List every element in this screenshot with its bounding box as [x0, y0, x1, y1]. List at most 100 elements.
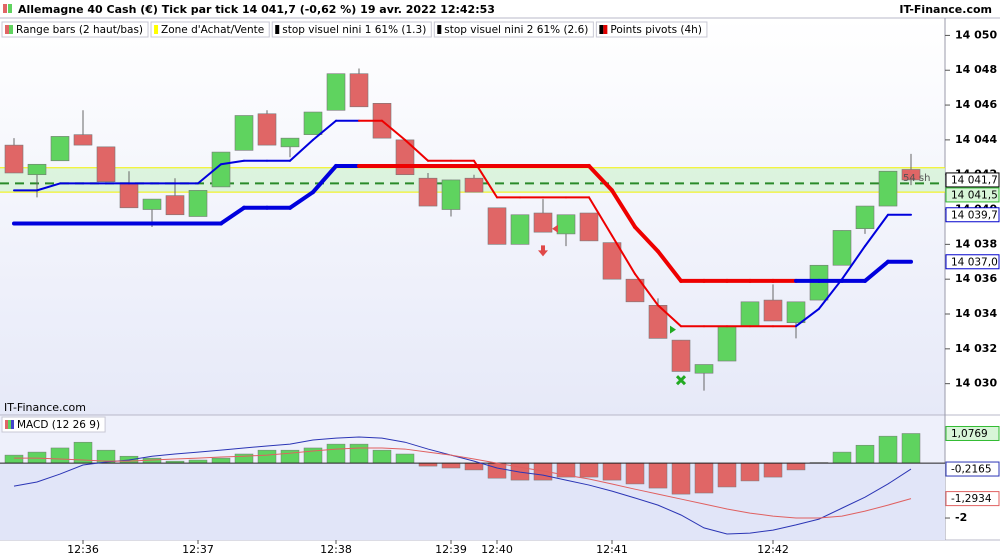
histogram-bar	[832, 451, 852, 464]
histogram-bar	[234, 453, 254, 464]
histogram-bar	[487, 462, 507, 479]
stop-line	[588, 196, 613, 237]
price-label-box	[945, 172, 1000, 188]
title-icon	[8, 4, 12, 13]
stop-line	[312, 119, 337, 141]
candle-body	[740, 301, 760, 327]
price-label-box	[945, 491, 1000, 507]
legend-label: stop visuel nini 1 61% (1.3)	[282, 24, 426, 36]
legend-box	[150, 21, 270, 38]
candle-body	[786, 301, 806, 324]
legend-box	[595, 21, 708, 38]
price-label-box	[945, 461, 1000, 477]
legend-label: Zone d'Achat/Vente	[161, 24, 264, 36]
histogram-bar	[717, 462, 737, 488]
x-tick-label: 12:38	[320, 543, 352, 556]
title-icon	[3, 4, 7, 13]
y-tick-label: 14 050	[955, 28, 997, 41]
legend-item: stop visuel nini 2 61% (2.6)	[433, 21, 594, 38]
histogram-bar	[257, 449, 277, 464]
candle-body	[579, 212, 599, 242]
candle-body	[50, 136, 70, 162]
candle-body	[96, 146, 116, 182]
histogram-bar	[326, 443, 346, 464]
candle-body	[763, 299, 783, 322]
histogram-bar	[349, 443, 369, 464]
y-tick-label: 14 046	[955, 98, 997, 111]
stop-line	[656, 249, 683, 283]
candle-body	[717, 325, 737, 362]
legend-icon	[154, 25, 159, 34]
candle-body	[418, 177, 438, 207]
y-tick-label: -2	[955, 511, 967, 524]
stop-line	[657, 304, 682, 328]
panel-title-icon	[11, 420, 14, 429]
candle-body	[671, 339, 691, 372]
histogram-bar	[50, 447, 70, 464]
histogram-bar	[740, 462, 760, 482]
stop-line	[36, 182, 61, 192]
price-label: 1,0769	[951, 428, 988, 440]
histogram-bar	[27, 451, 47, 464]
histogram-bar	[211, 457, 231, 464]
stop-line	[818, 278, 843, 310]
histogram-bar	[786, 462, 806, 471]
histogram-bar	[441, 462, 461, 469]
stop-line	[381, 119, 406, 141]
candle-body	[234, 115, 254, 151]
price-label-box	[945, 425, 1000, 441]
histogram-bar	[671, 462, 691, 495]
candle-body	[510, 214, 530, 245]
histogram-bar	[372, 449, 392, 464]
candle-body	[211, 151, 231, 188]
candle-body	[142, 198, 162, 210]
stop-line	[611, 234, 636, 275]
macd-line	[13, 436, 912, 535]
x-tick-label: 12:42	[757, 543, 789, 556]
legend-label: Range bars (2 haut/bas)	[16, 24, 143, 36]
source: IT-Finance.com	[899, 3, 992, 16]
stop-line	[288, 190, 315, 210]
price-label-box	[945, 187, 1000, 203]
candle-body	[441, 179, 461, 210]
candle-body	[188, 190, 208, 217]
stop-line	[864, 213, 889, 248]
histogram-bar	[763, 462, 783, 478]
histogram-bar	[602, 462, 622, 481]
stop-line	[219, 205, 246, 226]
candle-body	[487, 207, 507, 245]
legend-icon	[599, 25, 604, 34]
price-label: 14 041,7	[951, 174, 998, 186]
price-label: -1,2934	[951, 493, 992, 505]
legend-box	[433, 21, 594, 38]
panel-title-box	[1, 416, 106, 433]
candle-body	[901, 169, 921, 181]
histogram-bar	[878, 435, 898, 464]
legend-icon	[9, 25, 13, 34]
y-tick-label: 14 048	[955, 63, 997, 76]
y-tick-label: 14 044	[955, 133, 997, 146]
stop-line	[863, 259, 890, 283]
price-label: 14 039,7	[951, 209, 998, 221]
legend-item: stop visuel nini 1 61% (1.3)	[271, 21, 432, 38]
stop-line	[610, 188, 637, 229]
x-tick-label: 12:41	[596, 543, 628, 556]
panel-title-icon	[8, 420, 11, 429]
stop-line	[404, 138, 429, 162]
histogram-bar	[625, 462, 645, 485]
candle-body	[694, 364, 714, 374]
x-tick-label: 12:40	[481, 543, 513, 556]
price-label: 14 037,0	[951, 256, 998, 268]
panel-title: MACD (12 26 9)	[17, 419, 100, 431]
histogram-bar	[464, 462, 484, 471]
candle-body	[4, 144, 24, 174]
chart-title: Allemagne 40 Cash (€) Tick par tick 14 0…	[18, 3, 495, 16]
stop-line	[220, 159, 245, 166]
candle-body	[326, 73, 346, 111]
histogram-bar	[579, 462, 599, 478]
histogram-bar	[901, 433, 921, 464]
price-label-box	[945, 207, 1000, 223]
legend-icon	[437, 25, 442, 34]
stop-line	[634, 272, 659, 307]
